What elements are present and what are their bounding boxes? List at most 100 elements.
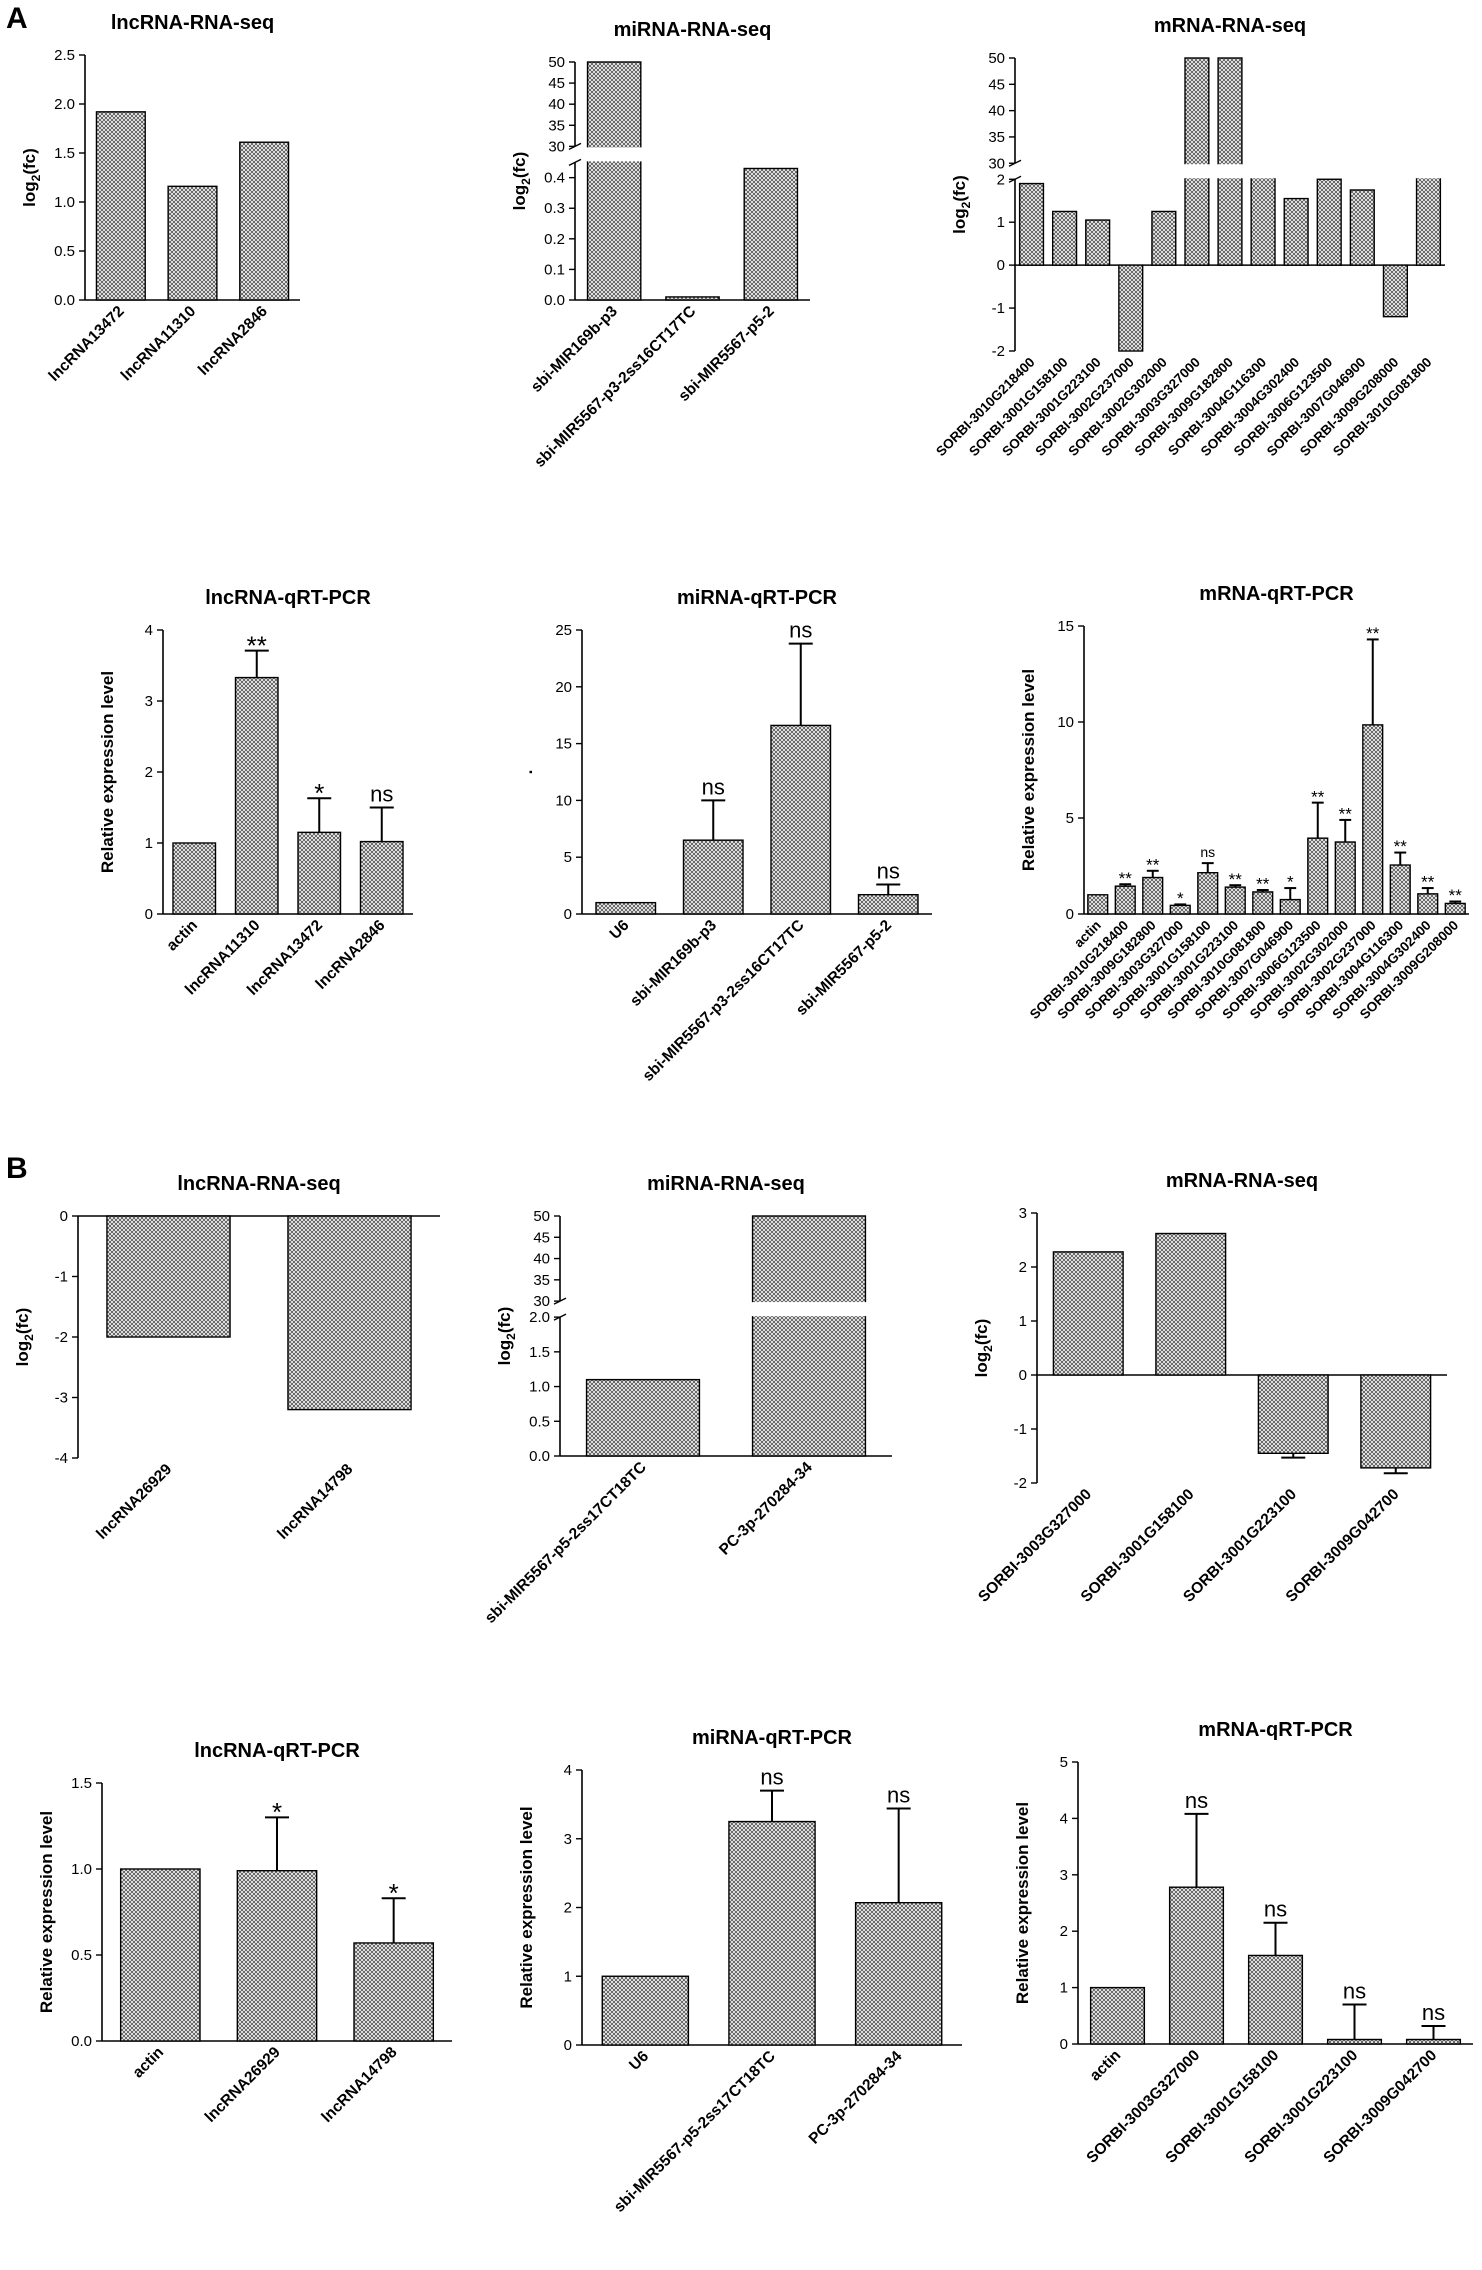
bar-pc-3p-270284-34 <box>854 1901 943 2046</box>
y-axis-label: Relative expression level <box>1013 1802 1032 2004</box>
y-tick-label: 3 <box>145 693 153 710</box>
y-tick-label: 20 <box>555 679 572 696</box>
significance-label: ns <box>1200 844 1215 860</box>
y-tick-label: 0.1 <box>544 261 565 278</box>
y-tick-label: 1 <box>145 835 153 852</box>
y-tick-label: 0.5 <box>71 1947 92 1964</box>
y-tick-label: 0.4 <box>544 170 565 187</box>
y-tick-label: 2 <box>145 764 153 781</box>
y-tick-label: 0 <box>145 906 153 923</box>
bar-sbi-mir5567-p5-2ss17ct18tc <box>585 1378 701 1457</box>
significance-label: ns <box>1422 2000 1445 2025</box>
significance-label: ns <box>702 774 725 799</box>
y-tick-label: 2 <box>997 171 1005 188</box>
y-tick-label: 5 <box>1060 1754 1068 1771</box>
y-tick-label: -1 <box>1014 1421 1027 1438</box>
y-tick-label: 2 <box>564 1900 572 1917</box>
y-axis-label: log2(fc) <box>13 1308 36 1367</box>
bar-lncrna14798 <box>353 1942 435 2042</box>
y-tick-label: 0 <box>1019 1367 1027 1384</box>
y-tick-label: 0.0 <box>544 292 565 309</box>
y-tick-label: 2.5 <box>54 47 75 64</box>
y-tick-label: 4 <box>1060 1810 1068 1827</box>
panel-letter-b: B <box>6 1152 28 1185</box>
y-axis-label: log2(fc) <box>972 1319 995 1378</box>
bar-sbi-mir169b-p3 <box>682 839 744 915</box>
y-tick-label: 45 <box>988 76 1005 93</box>
axis-break-gap <box>1183 164 1211 179</box>
bar-sorbi-3006g123500 <box>1316 178 1342 266</box>
bar-u6 <box>601 1975 690 2046</box>
y-axis-label: log2(fc) <box>510 152 533 211</box>
y-axis-label: log2(fc) <box>950 175 973 234</box>
y-tick-label: 0.0 <box>54 292 75 309</box>
significance-label: ** <box>1449 886 1463 905</box>
significance-label: ** <box>1119 869 1133 888</box>
bar-sbi-mir5567-p5-2 <box>743 167 799 301</box>
y-tick-label: 30 <box>548 138 565 155</box>
significance-label: ns <box>789 618 812 643</box>
y-tick-label: 1.5 <box>529 1344 550 1361</box>
chart-title: lncRNA-RNA-seq <box>111 12 274 34</box>
bar-actin <box>119 1868 201 2042</box>
significance-label: ** <box>1339 805 1353 824</box>
y-tick-label: 0 <box>1066 906 1074 923</box>
y-tick-label: 4 <box>145 622 153 639</box>
y-tick-label: 0.3 <box>544 200 565 217</box>
y-tick-label: -1 <box>992 300 1005 317</box>
significance-label: ** <box>1146 855 1160 874</box>
y-tick-label: 1 <box>997 214 1005 231</box>
chart-title: mRNA-qRT-PCR <box>1199 583 1354 605</box>
bar-sorbi-3002g302000 <box>1151 210 1177 266</box>
bar-sorbi-3009g042700 <box>1405 2038 1462 2045</box>
y-axis-label: Relative expression level <box>1019 669 1038 871</box>
y-axis-label: Relative expression level <box>98 671 117 873</box>
x-tick-label: actin <box>1087 2047 1125 2085</box>
bar-sorbi-3001g223100 <box>1257 1374 1329 1455</box>
y-tick-label: 1.5 <box>54 145 75 162</box>
bar-sbi-mir5567-p5-2ss17ct18tc <box>728 1820 816 2046</box>
chart-title: lncRNA-RNA-seq <box>177 1173 340 1195</box>
significance-label: * <box>1177 889 1184 908</box>
y-tick-label: 0.5 <box>529 1413 550 1430</box>
chart-title: lncRNA-qRT-PCR <box>194 1740 360 1762</box>
bar-sorbi-3002g237000 <box>1118 264 1144 352</box>
significance-label: ns <box>1264 1897 1287 1922</box>
y-tick-label: 0.0 <box>71 2033 92 2050</box>
y-tick-label: 45 <box>533 1229 550 1246</box>
bar-pc-3p-270284-34 <box>751 1215 867 1457</box>
chart-title: mRNA-qRT-PCR <box>1198 1719 1353 1741</box>
axis-break-gap <box>585 147 643 162</box>
significance-label: * <box>314 778 324 808</box>
bar-sbi-mir5567-p3-2ss16ct17tc <box>665 296 720 301</box>
bar-sorbi-3009g182800 <box>1217 57 1243 266</box>
bar-sorbi-3009g208000 <box>1382 264 1408 318</box>
y-tick-label: 1.0 <box>54 194 75 211</box>
bar-sorbi-3009g042700 <box>1360 1374 1432 1469</box>
y-tick-label: 0 <box>564 906 572 923</box>
panel-letter-a: A <box>6 2 28 35</box>
significance-label: * <box>389 1878 399 1908</box>
y-tick-label: 35 <box>548 117 565 134</box>
y-tick-label: 2 <box>1019 1259 1027 1276</box>
chart-title: miRNA-RNA-seq <box>647 1173 805 1195</box>
axis-break-gap <box>1216 164 1244 179</box>
significance-label: ns <box>877 858 900 883</box>
bar-sorbi-3001g158100 <box>1052 210 1078 266</box>
y-tick-label: -3 <box>55 1390 68 1407</box>
bar-sorbi-3001g158100 <box>1155 1232 1227 1376</box>
y-tick-label: 50 <box>533 1208 550 1225</box>
bar-sorbi-3010g218400 <box>1018 182 1045 266</box>
y-tick-label: 0.5 <box>54 243 75 260</box>
bar-lncrna13472 <box>95 111 146 301</box>
y-tick-label: 1.0 <box>71 1861 92 1878</box>
significance-label: ns <box>1185 1788 1208 1813</box>
